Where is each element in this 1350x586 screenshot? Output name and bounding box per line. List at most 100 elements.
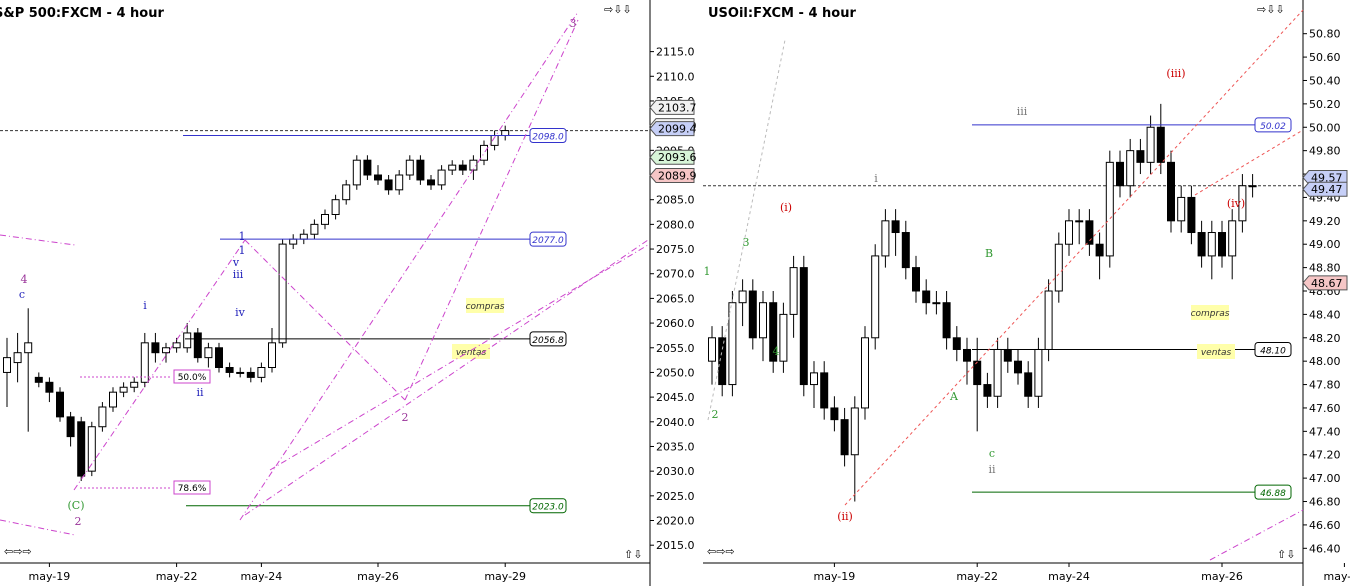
- level-label: 2056.8: [532, 336, 564, 346]
- wave-trend-line: [244, 239, 406, 401]
- x-tick-label: may-19: [29, 570, 71, 583]
- wave-label: 1: [239, 244, 246, 257]
- candle-body: [289, 238, 298, 245]
- level-label-box: [529, 498, 567, 514]
- candle-body: [1126, 150, 1135, 187]
- y-tick-label: 47.00: [1309, 472, 1341, 485]
- candle-body: [310, 223, 319, 235]
- note-label: ventas: [456, 348, 487, 358]
- y-tick-label: 2070.0: [656, 268, 695, 281]
- candle-body: [1065, 220, 1073, 245]
- panel-bg: [0, 0, 695, 586]
- price-marker-label: 2099.4: [658, 123, 697, 136]
- y-tick-label: 48.00: [1309, 355, 1341, 368]
- candle-body: [952, 337, 961, 350]
- wave-trend-line: [269, 244, 649, 471]
- y-tick-label: 50.80: [1309, 28, 1341, 41]
- candle-body: [236, 371, 245, 374]
- y-tick-label: 47.40: [1309, 425, 1341, 438]
- x-tick-label: may-26: [357, 570, 399, 583]
- wave-label: (iv): [1227, 197, 1245, 210]
- x-tick-label: may-19: [814, 570, 856, 583]
- candle-body: [922, 290, 931, 304]
- candle-body: [363, 159, 372, 176]
- y-tick-label: 49.80: [1309, 145, 1341, 158]
- candle-body: [342, 184, 351, 201]
- candle-body: [109, 391, 117, 408]
- candle-body: [983, 384, 992, 397]
- candle-body: [1136, 150, 1145, 163]
- candle-body: [448, 164, 457, 171]
- y-tick-label: 50.60: [1309, 51, 1341, 64]
- candle-body: [901, 232, 910, 269]
- wave-label: 4: [773, 345, 780, 358]
- annotation-lines: 50.0%78.6%4c1i1viiiivii(C)2321234(i)(ii)…: [0, 9, 1304, 561]
- candle-body: [728, 302, 737, 386]
- wave-label: ii: [196, 386, 204, 399]
- candle-body: [215, 347, 223, 369]
- wave-trend-line: [1209, 509, 1304, 561]
- candle-body: [45, 381, 54, 393]
- candle-body: [77, 421, 86, 477]
- candle-body: [416, 159, 425, 181]
- candle-body: [1105, 161, 1114, 257]
- note-label: compras: [1191, 309, 1230, 319]
- wave-label: iv: [235, 306, 246, 319]
- candle-body: [871, 255, 880, 339]
- candle-body: [66, 416, 75, 438]
- candle-body: [1228, 220, 1237, 257]
- candle-body: [1197, 232, 1206, 257]
- x-tick-label: may-24: [241, 570, 283, 583]
- candle-body: [861, 337, 869, 409]
- y-tick-label: 50.20: [1309, 98, 1341, 111]
- candle-body: [1187, 196, 1196, 234]
- scroll-arrows-icon: ⇨⇩⇩: [604, 3, 632, 16]
- candle-body: [820, 372, 829, 409]
- candle-body: [384, 179, 393, 191]
- candle-body: [738, 290, 747, 304]
- y-tick-label: 48.40: [1309, 308, 1341, 321]
- candle-body: [162, 347, 170, 354]
- price-marker-label: 2089.9: [658, 170, 697, 183]
- candle-body: [1156, 126, 1165, 163]
- pan-arrows-icon: ⇦⇨⇨: [707, 545, 735, 558]
- zoom-arrows-icon: ⇧⇩: [624, 548, 642, 561]
- candle-body: [1207, 232, 1216, 257]
- candle-body: [891, 220, 900, 234]
- candle-body: [718, 337, 727, 386]
- candle-body: [427, 179, 435, 186]
- wave-trend-line: [73, 239, 246, 491]
- candle-body: [840, 419, 849, 456]
- candle-body: [1014, 360, 1022, 374]
- y-tick-label: 2055.0: [656, 342, 695, 355]
- candle-body: [1095, 243, 1104, 257]
- candle-body: [748, 290, 757, 339]
- candle-body: [912, 267, 920, 292]
- candle-body: [963, 348, 971, 362]
- x-tick-label: may-26: [1201, 570, 1243, 583]
- spx-chart: 2115.02110.02105.02100.02095.02090.02085…: [0, 0, 697, 586]
- y-tick-label: 48.20: [1309, 332, 1341, 345]
- y-tick-label: 49.00: [1309, 238, 1341, 251]
- candle-body: [1024, 372, 1033, 397]
- price-marker-label: 2103.7: [658, 101, 697, 114]
- wave-label: (i): [780, 201, 792, 214]
- candle-body: [850, 407, 859, 456]
- y-tick-label: 2035.0: [656, 440, 695, 453]
- note-box: [1191, 305, 1229, 320]
- candle-body: [779, 313, 788, 362]
- candle-body: [193, 332, 202, 359]
- candle-body: [87, 426, 96, 472]
- y-tick-label: 47.60: [1309, 402, 1341, 415]
- wave-label: iii: [1017, 105, 1028, 118]
- candle-body: [799, 267, 808, 386]
- fib-label-box: [173, 369, 211, 384]
- price-marker: [649, 168, 695, 184]
- chart-title: USOil:FXCM - 4 hour: [708, 6, 856, 21]
- pan-arrows-icon: ⇦⇨⇨: [4, 545, 32, 558]
- wave-label: A: [949, 390, 959, 403]
- fib-label: 50.0%: [178, 373, 207, 383]
- candle-body: [789, 267, 798, 315]
- note-box: [452, 344, 490, 359]
